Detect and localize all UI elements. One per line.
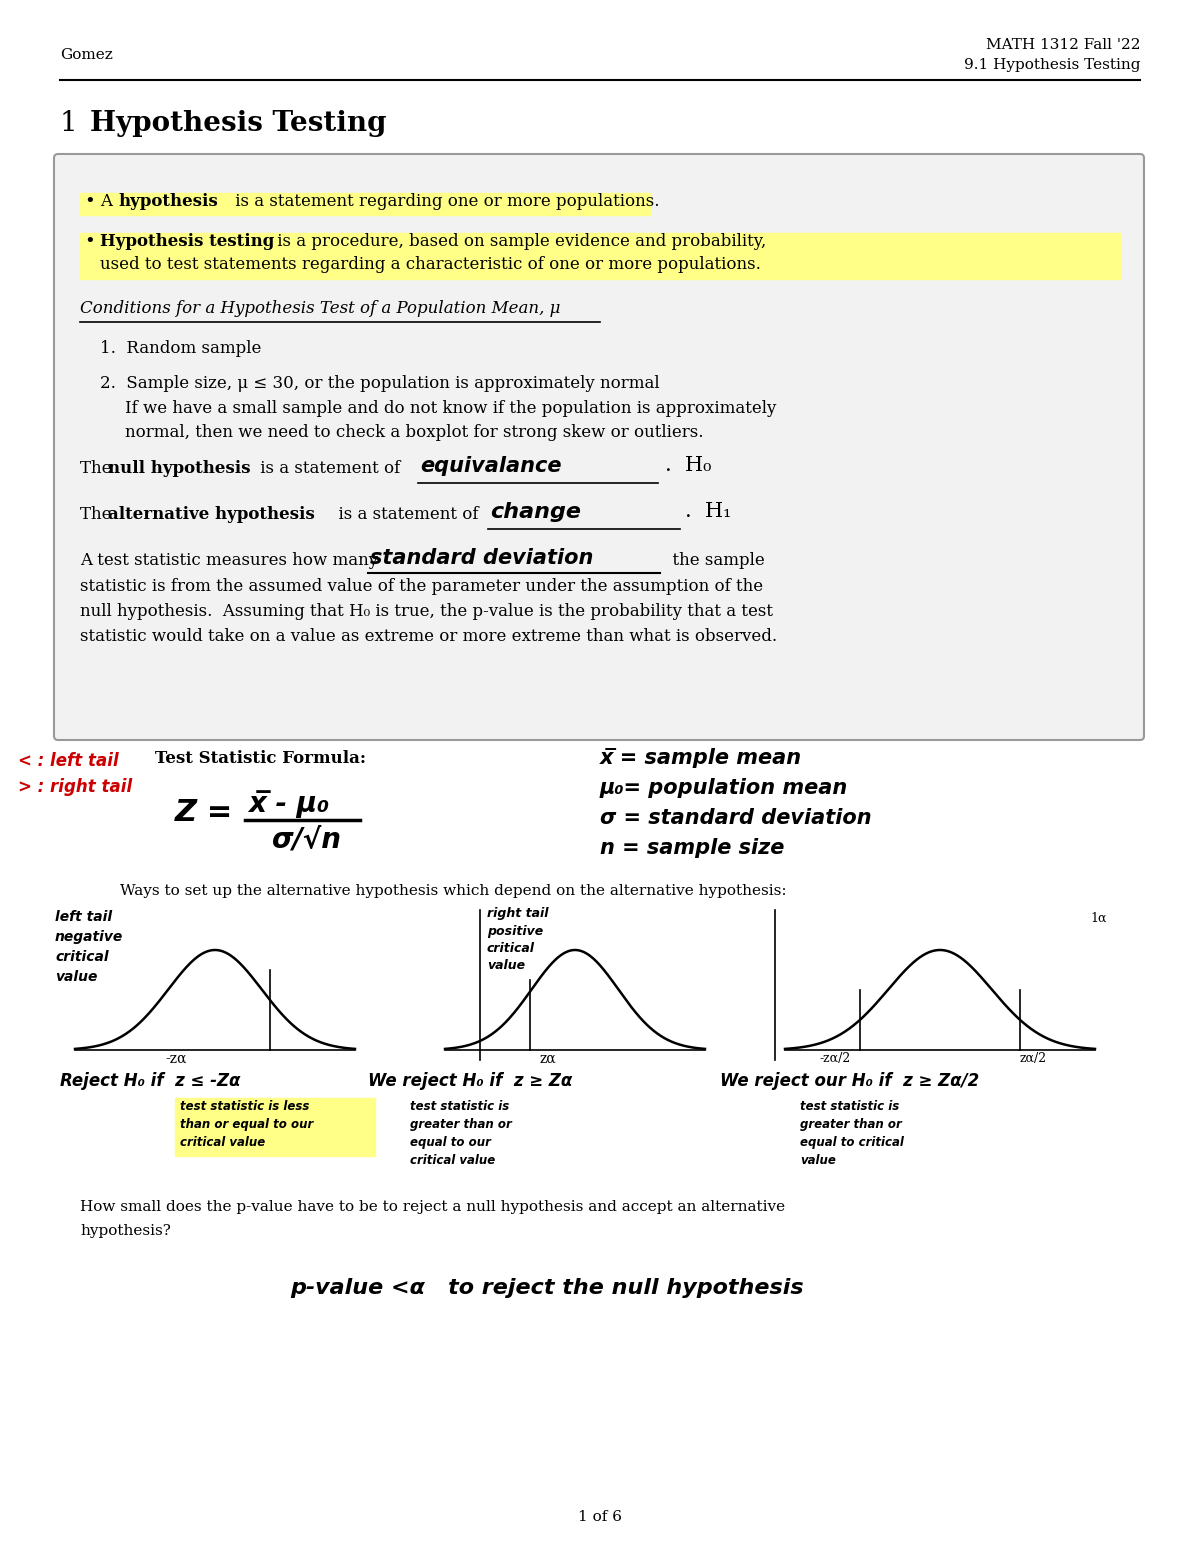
Text: used to test statements regarding a characteristic of one or more populations.: used to test statements regarding a char…	[100, 256, 761, 274]
Bar	[80, 233, 1120, 280]
Text: .  H₀: . H₀	[665, 455, 712, 476]
Text: MATH 1312 Fall '22: MATH 1312 Fall '22	[985, 37, 1140, 51]
Text: alternative hypothesis: alternative hypothesis	[108, 507, 314, 524]
Bar	[175, 1099, 374, 1156]
Text: greater than or: greater than or	[800, 1117, 901, 1131]
Text: .  H₁: . H₁	[685, 502, 731, 521]
Text: is a procedure, based on sample evidence and probability,: is a procedure, based on sample evidence…	[272, 233, 767, 250]
Text: Ways to set up the alternative hypothesis which depend on the alternative hypoth: Ways to set up the alternative hypothesi…	[120, 884, 787, 898]
Text: > : right tail: > : right tail	[18, 779, 132, 796]
Text: -zα: -zα	[166, 1052, 186, 1066]
Text: equal to our: equal to our	[410, 1136, 491, 1148]
Text: statistic would take on a value as extreme or more extreme than what is observed: statistic would take on a value as extre…	[80, 628, 778, 645]
Text: 9.1 Hypothesis Testing: 9.1 Hypothesis Testing	[964, 57, 1140, 71]
Text: critical: critical	[55, 949, 109, 963]
Text: μ₀= population mean: μ₀= population mean	[600, 779, 848, 799]
Text: Hypothesis Testing: Hypothesis Testing	[90, 110, 386, 137]
Text: The: The	[80, 460, 116, 477]
Text: Conditions for a Hypothesis Test of a Population Mean, μ: Conditions for a Hypothesis Test of a Po…	[80, 300, 560, 317]
Text: equal to critical: equal to critical	[800, 1136, 904, 1148]
FancyBboxPatch shape	[54, 154, 1144, 740]
Text: value: value	[487, 959, 526, 971]
Text: Z =: Z =	[175, 799, 233, 827]
Text: n = sample size: n = sample size	[600, 838, 785, 858]
Text: x̅ - μ₀: x̅ - μ₀	[248, 789, 329, 817]
Text: normal, then we need to check a boxplot for strong skew or outliers.: normal, then we need to check a boxplot …	[125, 424, 703, 441]
Text: critical: critical	[487, 942, 535, 956]
Text: hypothesis: hypothesis	[118, 193, 217, 210]
Text: If we have a small sample and do not know if the population is approximately: If we have a small sample and do not kno…	[125, 399, 776, 416]
Text: The: The	[80, 507, 116, 524]
Text: 1.  Random sample: 1. Random sample	[100, 340, 262, 357]
Text: right tail: right tail	[487, 908, 548, 920]
Text: null hypothesis.  Assuming that H₀ is true, the p-value is the probability that : null hypothesis. Assuming that H₀ is tru…	[80, 603, 773, 620]
Text: How small does the p-value have to be to reject a null hypothesis and accept an : How small does the p-value have to be to…	[80, 1200, 785, 1214]
Text: value: value	[55, 970, 97, 984]
Text: is a statement of: is a statement of	[328, 507, 484, 524]
Text: < : left tail: < : left tail	[18, 752, 119, 769]
Text: than or equal to our: than or equal to our	[180, 1117, 313, 1131]
Text: zα/2: zα/2	[1020, 1052, 1048, 1064]
Text: 1α: 1α	[1090, 912, 1106, 925]
Text: critical value: critical value	[410, 1155, 496, 1167]
Text: greater than or: greater than or	[410, 1117, 511, 1131]
Text: 1: 1	[60, 110, 78, 137]
Text: test statistic is: test statistic is	[800, 1100, 899, 1113]
Text: equivalance: equivalance	[420, 455, 562, 476]
Text: Reject H₀ if  z ≤ -Zα: Reject H₀ if z ≤ -Zα	[60, 1072, 240, 1089]
Text: A test statistic measures how many: A test statistic measures how many	[80, 552, 383, 569]
Text: zα: zα	[540, 1052, 557, 1066]
Text: x̅ = sample mean: x̅ = sample mean	[600, 747, 802, 768]
Text: negative: negative	[55, 929, 124, 943]
Text: •: •	[84, 233, 95, 252]
Text: •: •	[84, 193, 95, 211]
Text: 1 of 6: 1 of 6	[578, 1510, 622, 1524]
Text: critical value: critical value	[180, 1136, 265, 1148]
Text: standard deviation: standard deviation	[370, 549, 593, 569]
Text: Gomez: Gomez	[60, 48, 113, 62]
Text: We reject our H₀ if  z ≥ Zα/2: We reject our H₀ if z ≥ Zα/2	[720, 1072, 979, 1089]
Text: value: value	[800, 1155, 836, 1167]
Text: A: A	[100, 193, 118, 210]
Text: the sample: the sample	[662, 552, 764, 569]
Text: is a statement regarding one or more populations.: is a statement regarding one or more pop…	[230, 193, 660, 210]
Text: test statistic is less: test statistic is less	[180, 1100, 310, 1113]
Text: Test Statistic Formula:: Test Statistic Formula:	[155, 751, 366, 768]
Text: is a statement of: is a statement of	[256, 460, 406, 477]
Text: p-value <α   to reject the null hypothesis: p-value <α to reject the null hypothesis	[290, 1277, 804, 1298]
Text: -zα/2: -zα/2	[820, 1052, 851, 1064]
Text: null hypothesis: null hypothesis	[108, 460, 251, 477]
Text: statistic is from the assumed value of the parameter under the assumption of the: statistic is from the assumed value of t…	[80, 578, 763, 595]
Text: Hypothesis testing: Hypothesis testing	[100, 233, 275, 250]
Text: We reject H₀ if  z ≥ Zα: We reject H₀ if z ≥ Zα	[368, 1072, 572, 1089]
Bar	[80, 193, 650, 214]
Text: test statistic is: test statistic is	[410, 1100, 509, 1113]
Text: σ/√n: σ/√n	[272, 827, 342, 855]
Text: positive: positive	[487, 925, 544, 939]
Text: hypothesis?: hypothesis?	[80, 1225, 170, 1239]
Text: change: change	[490, 502, 581, 522]
Text: left tail: left tail	[55, 911, 112, 925]
Text: σ = standard deviation: σ = standard deviation	[600, 808, 871, 828]
Text: 2.  Sample size, μ ≤ 30, or the population is approximately normal: 2. Sample size, μ ≤ 30, or the populatio…	[100, 375, 660, 392]
